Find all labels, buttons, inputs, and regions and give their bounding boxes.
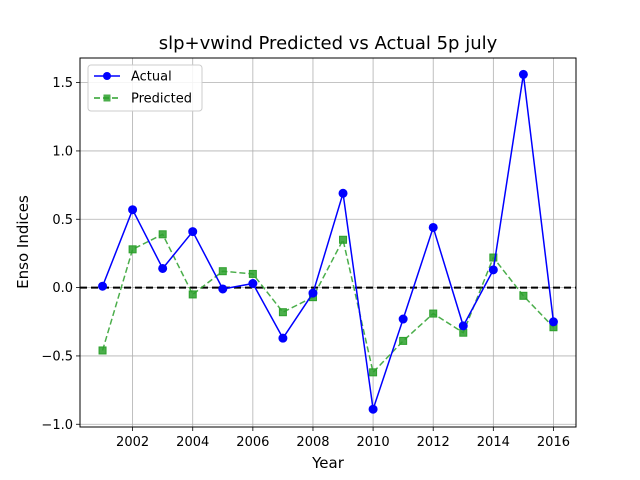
legend-marker-actual bbox=[103, 72, 111, 80]
x-tick-label: 2004 bbox=[176, 435, 209, 450]
series-actual-point bbox=[518, 69, 528, 79]
series-predicted-line bbox=[101, 233, 554, 374]
y-axis-label: Enso Indices bbox=[14, 195, 32, 289]
series-actual bbox=[98, 69, 558, 414]
series-actual-point bbox=[398, 314, 408, 324]
y-tick-label: 1.5 bbox=[52, 76, 73, 91]
series-actual-point bbox=[158, 263, 168, 273]
series-actual-point bbox=[188, 227, 198, 237]
series-actual-point bbox=[98, 281, 108, 291]
x-tick-label: 2016 bbox=[537, 435, 570, 450]
x-axis-label: Year bbox=[311, 454, 345, 472]
x-tick-label: 2010 bbox=[357, 435, 390, 450]
series-actual-point bbox=[338, 188, 348, 198]
x-tick-label: 2008 bbox=[296, 435, 329, 450]
x-tick-label: 2012 bbox=[417, 435, 450, 450]
series-predicted-point bbox=[218, 267, 227, 276]
series-predicted-point bbox=[248, 269, 257, 278]
y-tick-label: −0.5 bbox=[41, 349, 73, 364]
series-actual-line bbox=[101, 73, 555, 410]
series-actual-point bbox=[368, 404, 378, 414]
series-predicted-point bbox=[399, 336, 408, 345]
series-actual-point bbox=[428, 222, 438, 232]
series-actual-point bbox=[458, 321, 468, 331]
series-layer bbox=[98, 69, 558, 414]
series-actual-point bbox=[278, 333, 288, 343]
series-predicted-point bbox=[429, 309, 438, 318]
x-axis: 2002 2004 2006 2008 2010 2012 2014 2016 bbox=[116, 427, 570, 450]
series-predicted-point bbox=[158, 230, 167, 239]
legend: Actual Predicted bbox=[87, 64, 203, 112]
chart-title: slp+vwind Predicted vs Actual 5p july bbox=[159, 33, 498, 54]
series-actual-point bbox=[218, 284, 228, 294]
series-predicted-point bbox=[128, 245, 137, 254]
series-actual-point bbox=[128, 205, 138, 215]
series-predicted-point bbox=[489, 253, 498, 262]
x-tick-label: 2002 bbox=[116, 435, 149, 450]
series-actual-point bbox=[308, 288, 318, 298]
y-tick-label: 0.5 bbox=[52, 213, 73, 228]
y-tick-label: 1.0 bbox=[52, 144, 73, 159]
legend-entry-actual: Actual bbox=[94, 70, 172, 85]
legend-label-predicted: Predicted bbox=[131, 92, 192, 107]
legend-entry-predicted: Predicted bbox=[94, 92, 192, 107]
series-actual-point bbox=[548, 317, 558, 327]
legend-label-actual: Actual bbox=[131, 70, 172, 85]
y-axis: −1.0 −0.5 0.0 0.5 1.0 1.5 bbox=[41, 76, 80, 433]
series-actual-point bbox=[488, 265, 498, 275]
series-predicted-point bbox=[519, 291, 528, 300]
series-predicted-point bbox=[98, 346, 107, 355]
series-predicted-point bbox=[278, 308, 287, 317]
x-tick-label: 2006 bbox=[236, 435, 269, 450]
series-actual-point bbox=[248, 279, 258, 288]
plot-area-frame bbox=[79, 57, 577, 428]
series-predicted-point bbox=[369, 368, 378, 377]
y-tick-label: 0.0 bbox=[52, 281, 73, 296]
series-predicted-point bbox=[188, 290, 197, 299]
legend-marker-predicted bbox=[103, 94, 111, 102]
y-tick-label: −1.0 bbox=[41, 418, 73, 433]
series-predicted-point bbox=[339, 235, 348, 244]
x-tick-label: 2014 bbox=[477, 435, 510, 450]
